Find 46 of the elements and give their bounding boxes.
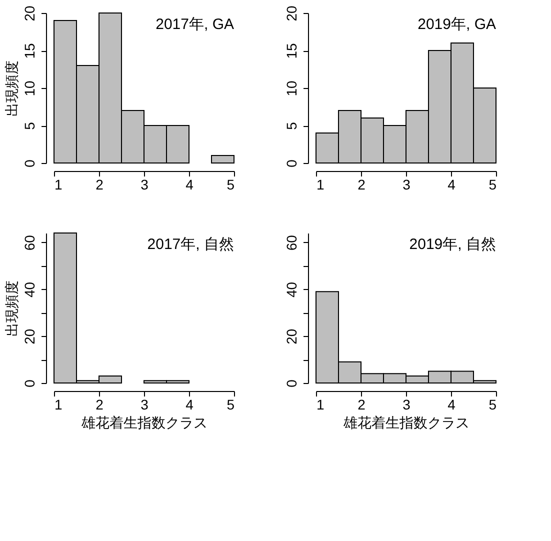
annotation: 2019年, 自然 [409,236,496,253]
x-tick-label: 2 [96,176,104,192]
x-tick-label: 2 [358,396,366,412]
x-tick-label: 3 [402,396,411,412]
y-tick-label: 20 [284,328,300,344]
y-tick-label: 0 [284,379,300,388]
x-tick-label: 1 [54,396,62,412]
x-tick-label: 5 [226,176,235,192]
y-tick-label: 5 [22,122,38,130]
x-tick-label: 4 [186,396,194,412]
x-tick-label: 5 [488,176,497,192]
y-tick-label: 10 [284,80,300,96]
y-tick-label: 40 [284,282,300,298]
annotation: 2017年, 自然 [147,236,234,253]
x-tick-label: 4 [448,176,456,192]
x-tick-label: 3 [402,176,411,192]
y-tick-label: 5 [284,122,300,130]
x-tick-label: 4 [448,396,456,412]
y-tick-label: 0 [22,379,38,388]
annotation: 2017年, GA [156,16,234,33]
x-axis-title: 雄花着生指数クラス [80,414,208,430]
y-tick-label: 0 [22,159,38,168]
x-tick-label: 3 [140,396,149,412]
y-tick-label: 20 [22,328,38,344]
y-tick-label: 60 [284,234,300,251]
y-tick-label: 20 [22,6,38,22]
x-tick-label: 2 [96,396,104,412]
annotation: 2019年, GA [418,16,496,33]
y-axis-title: 出現頻度 [4,60,20,116]
y-tick-label: 15 [22,43,38,59]
y-tick-label: 40 [22,282,38,298]
x-tick-label: 5 [488,396,497,412]
x-tick-label: 3 [140,176,149,192]
x-tick-label: 1 [54,176,62,192]
y-tick-label: 20 [284,6,300,22]
x-tick-label: 5 [226,396,235,412]
y-tick-label: 10 [22,80,38,96]
y-tick-label: 15 [284,43,300,59]
x-axis-title: 雄花着生指数クラス [342,414,470,430]
y-tick-label: 60 [22,234,38,251]
y-axis-title: 出現頻度 [4,280,20,336]
x-tick-label: 4 [186,176,194,192]
y-tick-label: 0 [284,159,300,168]
x-tick-label: 2 [358,176,366,192]
x-tick-label: 1 [316,396,324,412]
x-tick-label: 1 [316,176,324,192]
